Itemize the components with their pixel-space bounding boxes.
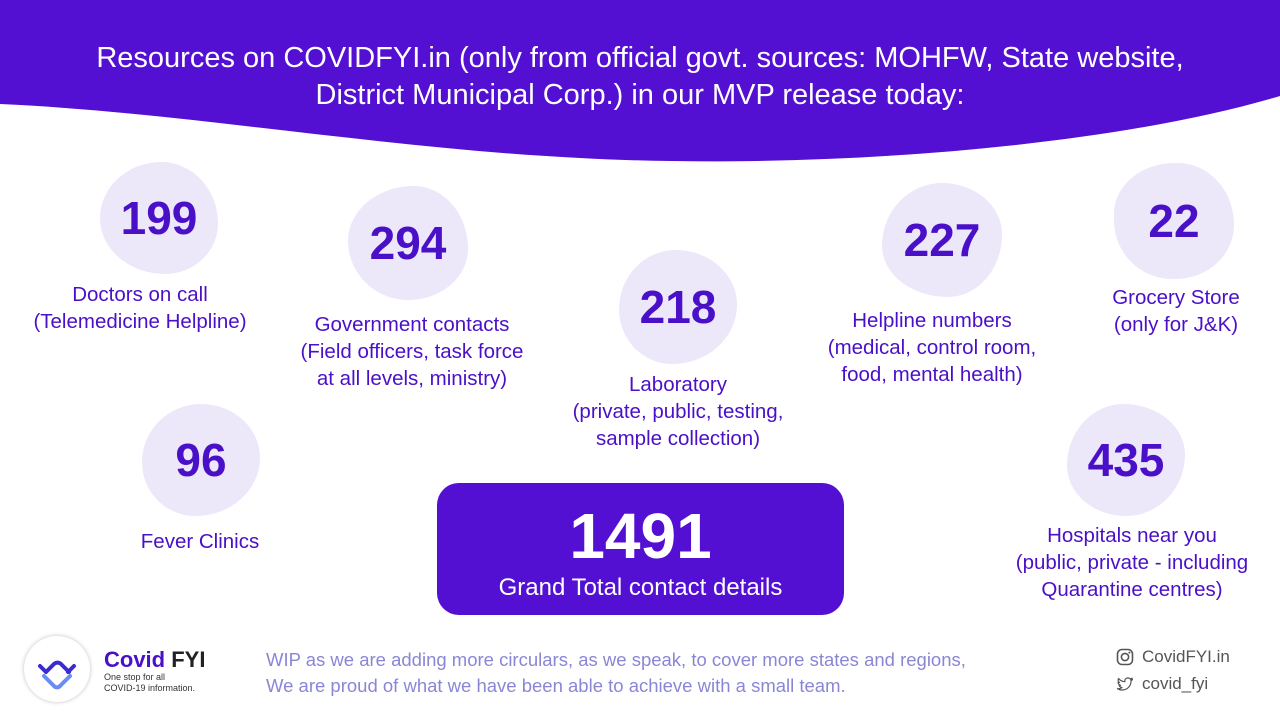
brand-fyi: FYI — [165, 647, 206, 672]
stat-laboratory-value: 218 — [619, 250, 737, 364]
stat-doctors-value: 199 — [100, 162, 218, 274]
stat-grocery-label: Grocery Store (only for J&K) — [1112, 286, 1240, 336]
brand-name: Covid FYI — [104, 647, 205, 673]
twitter-handle: covid_fyi — [1142, 674, 1209, 693]
stat-government-value: 294 — [348, 186, 468, 300]
stat-fever-label: Fever Clinics — [140, 530, 260, 553]
instagram-handle: CovidFYI.in — [1142, 647, 1230, 666]
brand-tagline: One stop for all COVID-19 information. — [104, 672, 196, 693]
stat-laboratory-label: Laboratory (private, public, testing, sa… — [572, 373, 784, 450]
wip-line-1: WIP as we are adding more circulars, as … — [266, 649, 966, 670]
grand-total-value: 1491 — [569, 500, 712, 572]
stat-helpline-value: 227 — [882, 183, 1002, 297]
stat-doctors-label: Doctors on call (Telemedicine Helpline) — [33, 283, 247, 333]
title-line-2: District Municipal Corp.) in our MVP rel… — [315, 79, 965, 111]
instagram-link[interactable]: CovidFYI.in — [1116, 647, 1230, 667]
stat-hospitals-label: Hospitals near you (public, private - in… — [1015, 524, 1249, 601]
wip-note: WIP as we are adding more circulars, as … — [266, 647, 966, 699]
stat-government-label: Government contacts (Field officers, tas… — [300, 313, 524, 390]
stat-fever-value: 96 — [142, 404, 260, 516]
header-banner — [0, 0, 1280, 162]
stat-hospitals-value: 435 — [1067, 404, 1185, 516]
instagram-icon — [1116, 648, 1134, 666]
twitter-icon — [1116, 677, 1134, 691]
stat-helpline-label: Helpline numbers (medical, control room,… — [827, 309, 1037, 386]
grand-total-label: Grand Total contact details — [498, 574, 783, 601]
page-title: Resources on COVIDFYI.in (only from offi… — [40, 40, 1240, 114]
wip-line-2: We are proud of what we have been able t… — [266, 675, 846, 696]
handshake-logo-icon — [24, 636, 90, 702]
twitter-link[interactable]: covid_fyi — [1116, 674, 1208, 694]
grand-total-card: 1491 Grand Total contact details — [437, 483, 844, 615]
stat-grocery-value: 22 — [1114, 163, 1234, 279]
brand-covid: Covid — [104, 647, 166, 672]
title-line-1: Resources on COVIDFYI.in (only from offi… — [96, 42, 1184, 74]
